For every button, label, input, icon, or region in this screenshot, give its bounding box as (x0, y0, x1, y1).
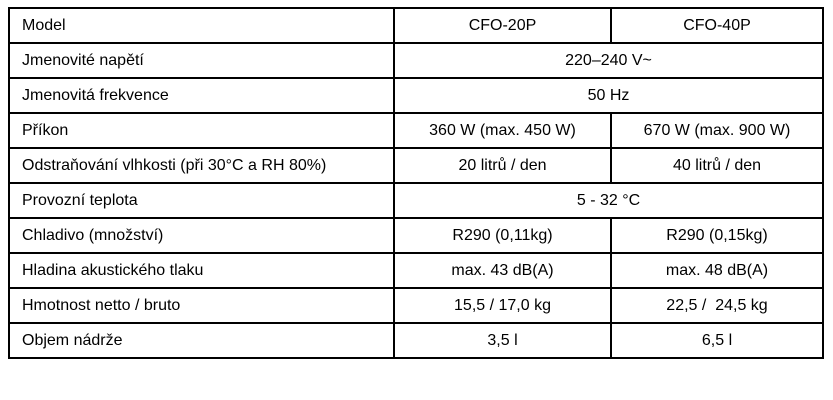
row-label-tank-volume: Objem nádrže (8, 322, 395, 359)
value-dehumidification-cfo20: 20 litrů / den (393, 147, 612, 184)
row-label-dehumidification: Odstraňování vlhkosti (při 30°C a RH 80%… (8, 147, 395, 184)
row-label-model: Model (8, 7, 395, 44)
value-weight-cfo20: 15,5 / 17,0 kg (393, 287, 612, 324)
value-refrigerant-cfo20: R290 (0,11kg) (393, 217, 612, 254)
column-header-cfo40p: CFO-40P (610, 7, 824, 44)
table-row-tank-volume: Objem nádrže 3,5 l 6,5 l (8, 322, 824, 359)
value-voltage: 220–240 V~ (393, 42, 824, 79)
row-label-voltage: Jmenovité napětí (8, 42, 395, 79)
value-tank-volume-cfo40: 6,5 l (610, 322, 824, 359)
table-row-dehumidification: Odstraňování vlhkosti (při 30°C a RH 80%… (8, 147, 824, 184)
value-refrigerant-cfo40: R290 (0,15kg) (610, 217, 824, 254)
table-row-operating-temp: Provozní teplota 5 - 32 °C (8, 182, 824, 219)
table-row-refrigerant: Chladivo (množství) R290 (0,11kg) R290 (… (8, 217, 824, 254)
value-power-cfo20: 360 W (max. 450 W) (393, 112, 612, 149)
value-power-cfo40: 670 W (max. 900 W) (610, 112, 824, 149)
table-row-frequency: Jmenovitá frekvence 50 Hz (8, 77, 824, 114)
column-header-cfo20p: CFO-20P (393, 7, 612, 44)
value-sound-pressure-cfo20: max. 43 dB(A) (393, 252, 612, 289)
row-label-refrigerant: Chladivo (množství) (8, 217, 395, 254)
table-row-power: Příkon 360 W (max. 450 W) 670 W (max. 90… (8, 112, 824, 149)
row-label-weight: Hmotnost netto / bruto (8, 287, 395, 324)
specification-table: Model CFO-20P CFO-40P Jmenovité napětí 2… (8, 7, 824, 359)
table-row-model: Model CFO-20P CFO-40P (8, 7, 824, 44)
row-label-operating-temp: Provozní teplota (8, 182, 395, 219)
value-frequency: 50 Hz (393, 77, 824, 114)
value-operating-temp: 5 - 32 °C (393, 182, 824, 219)
table-row-weight: Hmotnost netto / bruto 15,5 / 17,0 kg 22… (8, 287, 824, 324)
value-weight-cfo40: 22,5 / 24,5 kg (610, 287, 824, 324)
row-label-sound-pressure: Hladina akustického tlaku (8, 252, 395, 289)
value-dehumidification-cfo40: 40 litrů / den (610, 147, 824, 184)
table-row-sound-pressure: Hladina akustického tlaku max. 43 dB(A) … (8, 252, 824, 289)
row-label-frequency: Jmenovitá frekvence (8, 77, 395, 114)
value-tank-volume-cfo20: 3,5 l (393, 322, 612, 359)
table-row-voltage: Jmenovité napětí 220–240 V~ (8, 42, 824, 79)
row-label-power: Příkon (8, 112, 395, 149)
value-sound-pressure-cfo40: max. 48 dB(A) (610, 252, 824, 289)
